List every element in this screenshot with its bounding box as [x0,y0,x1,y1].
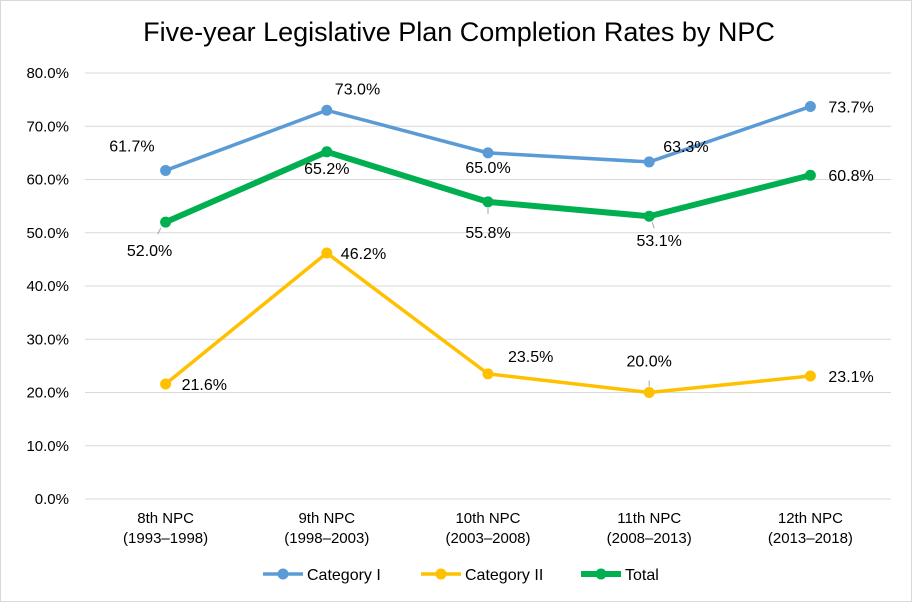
x-tick-label: (1998–2003) [284,530,369,547]
y-tick-label: 60.0% [26,172,69,189]
data-label: 55.8% [465,225,510,242]
data-point-total [482,196,494,208]
y-tick-label: 0.0% [35,491,69,508]
data-point-category-ii [643,387,655,398]
data-label: 63.3% [663,139,708,156]
legend-marker-category-i [277,568,289,580]
x-tick-label: 8th NPC [137,510,194,527]
data-label: 73.7% [828,100,873,117]
data-label: 53.1% [637,233,682,250]
x-tick-label: (2008–2013) [607,530,692,547]
y-tick-label: 40.0% [26,278,69,295]
x-tick-label: 10th NPC [455,510,520,527]
data-point-category-i [482,147,494,159]
leader-line [157,227,162,235]
y-tick-label: 70.0% [26,118,69,135]
data-label: 46.2% [341,246,386,263]
y-tick-label: 80.0% [26,65,69,82]
data-label: 21.6% [182,377,227,394]
data-point-category-i [643,156,655,168]
data-point-category-ii [482,368,494,380]
x-tick-label: 9th NPC [298,510,355,527]
legend-marker-category-ii [435,568,447,580]
data-label: 23.5% [508,349,553,366]
x-tick-label: 11th NPC [617,510,681,527]
data-label: 65.2% [304,161,349,178]
x-tick-label: (2013–2018) [768,530,853,547]
data-point-category-i [804,101,816,113]
leader-line [651,222,655,229]
chart-title: Five-year Legislative Plan Completion Ra… [143,17,775,47]
data-point-category-ii [804,370,816,382]
y-tick-label: 50.0% [26,225,69,242]
x-tick-label: (2003–2008) [445,530,530,547]
legend-marker-total [595,568,607,580]
data-point-category-ii [160,378,172,390]
data-label: 60.8% [828,168,873,185]
y-tick-label: 10.0% [26,438,69,455]
data-point-category-i [321,104,333,116]
data-point-total [160,216,172,228]
legend-label-category-ii: Category II [465,567,543,584]
legend-label-category-i: Category I [307,567,381,584]
x-tick-label: (1993–1998) [123,530,208,547]
data-point-category-i [160,164,172,176]
data-label: 20.0% [627,354,672,371]
legend-label-total: Total [625,567,659,584]
data-label: 65.0% [465,160,510,177]
y-tick-label: 20.0% [26,385,69,402]
data-point-total [321,146,333,158]
data-label: 61.7% [109,138,154,155]
data-point-category-ii [321,247,333,259]
data-label: 23.1% [828,369,873,386]
x-tick-label: 12th NPC [778,510,843,527]
data-point-total [643,210,655,222]
data-label: 52.0% [127,243,172,260]
data-label: 73.0% [335,81,380,98]
data-point-total [804,169,816,181]
y-tick-label: 30.0% [26,331,69,348]
